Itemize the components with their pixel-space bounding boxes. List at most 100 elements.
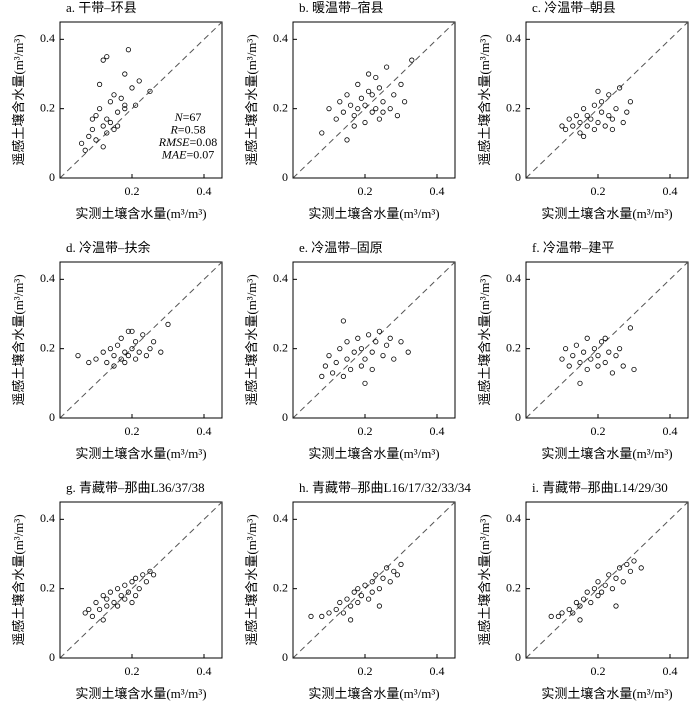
point xyxy=(369,589,375,595)
point xyxy=(362,356,368,362)
point xyxy=(376,85,382,91)
stat-separator: = xyxy=(178,122,185,136)
point xyxy=(616,85,623,91)
point xyxy=(369,109,375,115)
y-tick-label: 0.2 xyxy=(506,580,521,594)
stat-name: N xyxy=(174,110,184,124)
point xyxy=(147,346,153,352)
point xyxy=(380,109,386,115)
plot-frame xyxy=(292,21,456,179)
point xyxy=(588,356,594,362)
point xyxy=(365,88,372,94)
point xyxy=(562,126,569,133)
point xyxy=(347,102,354,108)
point xyxy=(373,74,379,81)
stat-value: 0.07 xyxy=(193,147,214,161)
point xyxy=(104,603,110,609)
point xyxy=(391,92,397,98)
point xyxy=(638,565,644,571)
point xyxy=(319,130,325,136)
point xyxy=(355,599,361,606)
point xyxy=(136,349,142,355)
point xyxy=(86,133,92,139)
point xyxy=(118,592,124,599)
point xyxy=(573,342,580,348)
y-tick-label: 0.2 xyxy=(506,100,521,114)
identity-line xyxy=(525,501,689,659)
panel: a. 干带–环县 0.2 0.4 0 0.2 0.4 实测土壤含水量(m³/m³) 遥感土壤含… xyxy=(11,0,223,221)
point xyxy=(595,363,601,369)
point xyxy=(362,102,368,108)
point xyxy=(369,366,375,373)
point xyxy=(97,106,103,112)
point xyxy=(616,565,623,571)
point xyxy=(613,352,619,359)
point xyxy=(107,346,114,352)
point xyxy=(147,568,153,574)
point xyxy=(627,99,634,105)
x-tick-label: 0.4 xyxy=(430,424,445,438)
point xyxy=(140,332,146,338)
point xyxy=(598,99,605,105)
x-tick-label: 0.2 xyxy=(591,664,606,678)
point xyxy=(129,85,135,91)
plot-frame xyxy=(525,501,689,659)
x-axis-label: 实测土壤含水量(m³/m³) xyxy=(308,446,439,461)
point xyxy=(111,126,117,133)
point xyxy=(609,126,616,133)
stat-name: RMSE xyxy=(158,135,190,149)
panel-title: e. 冷温带–固原 xyxy=(299,240,383,255)
y-tick-label: 0 xyxy=(515,650,521,664)
x-tick-label: 0.2 xyxy=(358,184,373,198)
x-tick-label: 0.2 xyxy=(125,184,140,198)
point xyxy=(387,335,393,341)
y-tick-label: 0 xyxy=(282,410,288,424)
y-tick-label: 0 xyxy=(49,170,55,184)
stat-value: 0.08 xyxy=(196,135,217,149)
point xyxy=(115,342,121,348)
point xyxy=(613,603,619,609)
point xyxy=(627,568,634,574)
point xyxy=(602,335,608,341)
y-tick-label: 0 xyxy=(49,650,55,664)
y-tick-label: 0.4 xyxy=(40,511,55,525)
x-axis-label: 实测土壤含水量(m³/m³) xyxy=(541,206,672,221)
point xyxy=(358,363,364,369)
point xyxy=(394,113,400,119)
point xyxy=(591,102,598,108)
point xyxy=(376,328,382,334)
panel: g. 青藏带–那曲L36/37/38 0.2 0.4 0 0.2 0.4 实测土壤含水量(m… xyxy=(11,480,223,701)
point xyxy=(111,92,117,98)
point xyxy=(104,54,110,60)
point xyxy=(369,579,375,585)
point xyxy=(591,346,598,352)
y-tick-label: 0.4 xyxy=(273,511,288,525)
panel-title: h. 青藏带–那曲L16/17/32/33/34 xyxy=(299,480,471,495)
x-tick-label: 0.2 xyxy=(358,424,373,438)
panel-title: g. 青藏带–那曲L36/37/38 xyxy=(66,480,205,495)
point xyxy=(373,339,379,345)
point xyxy=(580,106,587,112)
point xyxy=(133,356,139,362)
point xyxy=(351,349,357,355)
plot-frame xyxy=(525,261,689,419)
point xyxy=(613,575,619,581)
point xyxy=(344,339,350,345)
point xyxy=(100,592,106,599)
panel: d. 冷温带–扶余 0.2 0.4 0 0.2 0.4 实测土壤含水量(m³/m³) 遥感土壤… xyxy=(11,240,223,461)
stat-separator: = xyxy=(186,147,193,161)
point xyxy=(326,352,332,359)
point xyxy=(347,617,354,623)
point xyxy=(580,133,587,139)
point xyxy=(365,71,372,77)
point xyxy=(355,335,361,341)
point xyxy=(111,352,117,359)
point xyxy=(620,579,626,585)
y-axis-label: 遥感土壤含水量(m³/m³) xyxy=(11,34,26,165)
point xyxy=(383,342,390,348)
plot-frame xyxy=(292,501,456,659)
point xyxy=(333,116,339,122)
point xyxy=(598,339,605,345)
point xyxy=(82,147,88,153)
point xyxy=(111,599,117,606)
